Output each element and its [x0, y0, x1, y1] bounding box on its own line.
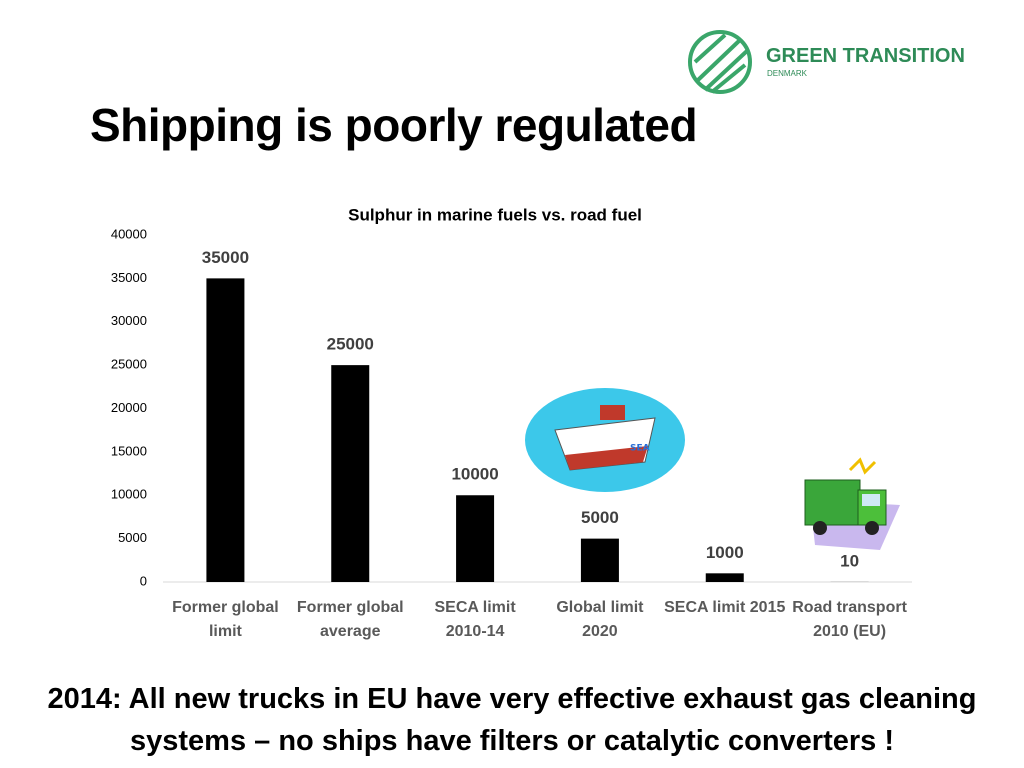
- y-tick-label: 5000: [118, 530, 147, 545]
- footer-text: 2014: All new trucks in EU have very eff…: [47, 683, 977, 757]
- logo-icon: [688, 30, 752, 94]
- data-label: 35000: [202, 248, 249, 267]
- data-label: 10: [840, 551, 859, 570]
- y-tick-label: 30000: [111, 313, 147, 328]
- slide-title: Shipping is poorly regulated: [90, 99, 698, 151]
- data-label: 1000: [706, 543, 744, 562]
- data-label: 5000: [581, 508, 619, 527]
- ship-illustration: SEA: [525, 388, 685, 492]
- bar: [206, 278, 245, 582]
- bar: [705, 573, 744, 582]
- truck-illustration: [804, 457, 900, 550]
- chart-title: Sulphur in marine fuels vs. road fuel: [348, 205, 642, 224]
- x-tick-label: Road transport 2010 (EU): [792, 599, 907, 640]
- data-label: 25000: [327, 335, 374, 354]
- ship-text: SEA: [630, 444, 650, 454]
- bar: [331, 365, 370, 582]
- logo-sub: DENMARK: [767, 69, 808, 78]
- y-tick-label: 40000: [111, 226, 147, 241]
- x-tick-label: SECA limit 2015: [664, 599, 786, 616]
- bar: [580, 538, 619, 582]
- x-tick-label: SECA limit 2010-14: [434, 599, 516, 640]
- data-label: 10000: [451, 465, 498, 484]
- y-tick-label: 0: [140, 573, 147, 588]
- x-tick-label: Global limit 2020: [556, 599, 644, 640]
- y-tick-label: 25000: [111, 357, 147, 372]
- y-tick-label: 35000: [111, 270, 147, 285]
- logo-name: GREEN TRANSITION: [766, 45, 965, 67]
- y-tick-label: 10000: [111, 487, 147, 502]
- x-tick-label: Former global average: [296, 599, 404, 640]
- x-tick-label: Former global limit: [172, 599, 279, 640]
- bar: [456, 495, 495, 582]
- y-tick-label: 15000: [111, 443, 147, 458]
- y-tick-label: 20000: [111, 400, 147, 415]
